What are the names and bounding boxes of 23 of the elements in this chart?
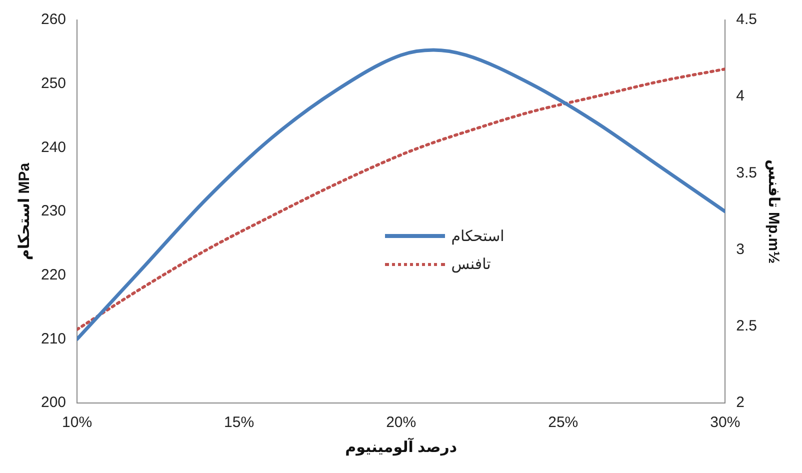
y-tick-label: 230 (40, 202, 66, 220)
y-tick-label: 200 (40, 394, 66, 412)
y-tick-label: 250 (40, 74, 66, 92)
y2-tick-label: 3 (736, 240, 744, 258)
y-tick-label: 240 (40, 138, 66, 156)
x-tick-label: 25% (548, 414, 578, 432)
y-tick-label: 220 (40, 266, 66, 284)
x-tick-label: 15% (224, 414, 254, 432)
x-tick-label: 20% (386, 414, 416, 432)
legend-label: استحکام (451, 227, 504, 246)
legend-label: تافنس (451, 255, 491, 274)
x-tick-label: 10% (62, 414, 92, 432)
y2-tick-label: 4.5 (736, 11, 758, 28)
y-tick-label: 260 (40, 11, 66, 28)
x-tick-label: 30% (710, 414, 740, 432)
y-tick-label: 210 (40, 330, 66, 348)
y2-tick-label: 3.5 (736, 164, 758, 182)
y2-tick-label: 2 (736, 394, 744, 412)
y2-axis-title: تافنس Mp.m½ (764, 159, 782, 264)
y2-tick-label: 2.5 (736, 318, 758, 335)
y2-tick-label: 4 (736, 88, 744, 105)
x-axis-title: درصد آلومینیوم (345, 437, 458, 456)
y-axis-title: استحکام MPa (16, 162, 34, 260)
